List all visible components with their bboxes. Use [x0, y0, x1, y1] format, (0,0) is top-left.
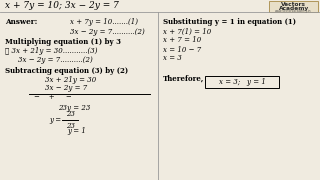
Text: www.vectorsacademy.in: www.vectorsacademy.in [275, 9, 312, 13]
Text: x + 7(1) = 10: x + 7(1) = 10 [163, 28, 212, 35]
Text: x + 7y = 10; 3x − 2y = 7: x + 7y = 10; 3x − 2y = 7 [5, 1, 119, 10]
Text: 23: 23 [66, 122, 75, 130]
Text: Therefore,: Therefore, [163, 74, 204, 82]
FancyBboxPatch shape [269, 1, 318, 12]
Text: Vectors: Vectors [281, 2, 306, 7]
Text: 23: 23 [66, 110, 75, 118]
Text: 3x + 21y = 30: 3x + 21y = 30 [45, 76, 96, 84]
Text: x = 3: x = 3 [163, 55, 182, 62]
FancyBboxPatch shape [205, 76, 279, 88]
Text: Answer:: Answer: [5, 19, 37, 26]
Text: y =: y = [50, 116, 62, 124]
Text: Substituting y = 1 in equation (1): Substituting y = 1 in equation (1) [163, 19, 296, 26]
Text: ∴ 3x + 21y = 30...........(3): ∴ 3x + 21y = 30...........(3) [5, 47, 97, 55]
Text: x + 7y = 10.......(1): x + 7y = 10.......(1) [70, 19, 139, 26]
Text: 23y = 23: 23y = 23 [58, 104, 90, 112]
Text: x = 3;   y = 1: x = 3; y = 1 [219, 78, 266, 86]
Text: y = 1: y = 1 [67, 127, 86, 135]
Text: Multiplying equation (1) by 3: Multiplying equation (1) by 3 [5, 38, 121, 46]
Text: −    +     −: − + − [34, 93, 71, 101]
Text: Academy: Academy [278, 6, 309, 11]
Text: x + 7 = 10: x + 7 = 10 [163, 37, 202, 44]
Text: 3x − 2y = 7: 3x − 2y = 7 [45, 84, 87, 92]
Text: 3x − 2y = 7..........(2): 3x − 2y = 7..........(2) [18, 56, 92, 64]
Text: Subtracting equation (3) by (2): Subtracting equation (3) by (2) [5, 67, 128, 75]
Text: 3x − 2y = 7..........(2): 3x − 2y = 7..........(2) [70, 28, 145, 35]
Text: x = 10 − 7: x = 10 − 7 [163, 46, 202, 53]
